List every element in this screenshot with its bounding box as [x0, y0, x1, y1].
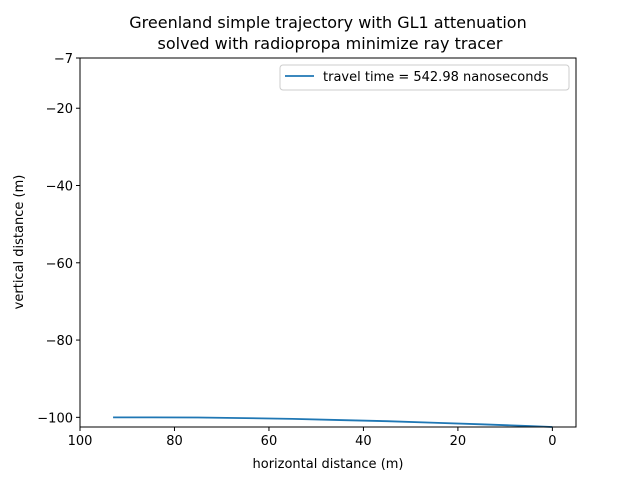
y-tick-label: −7 — [54, 52, 73, 67]
y-axis-label: vertical distance (m) — [12, 175, 27, 310]
x-tick-label: 20 — [450, 434, 467, 449]
y-tick-label: −80 — [46, 334, 73, 349]
plot-layer: 100 80 60 40 20 0 −7 −20 −40 −60 −80 −100 — [37, 52, 556, 449]
x-tick-label: 80 — [166, 434, 183, 449]
x-tick-label: 0 — [548, 434, 556, 449]
plot-frame — [79, 57, 577, 428]
chart-title-line1: Greenland simple trajectory with GL1 att… — [129, 13, 526, 32]
legend: travel time = 542.98 nanoseconds — [279, 64, 570, 91]
x-tick-label: 40 — [355, 434, 372, 449]
series-line — [113, 416, 553, 428]
y-tick-label: −100 — [37, 411, 73, 426]
x-tick-label: 100 — [68, 434, 93, 449]
y-tick-label: −60 — [46, 257, 73, 272]
x-tick-label: 60 — [261, 434, 278, 449]
y-tick-label: −20 — [46, 102, 73, 117]
chart-title-line2: solved with radiopropa minimize ray trac… — [158, 34, 503, 53]
legend-box — [279, 64, 570, 91]
x-axis-label: horizontal distance (m) — [253, 457, 404, 472]
legend-label: travel time = 542.98 nanoseconds — [323, 70, 549, 85]
y-tick-label: −40 — [46, 180, 73, 195]
